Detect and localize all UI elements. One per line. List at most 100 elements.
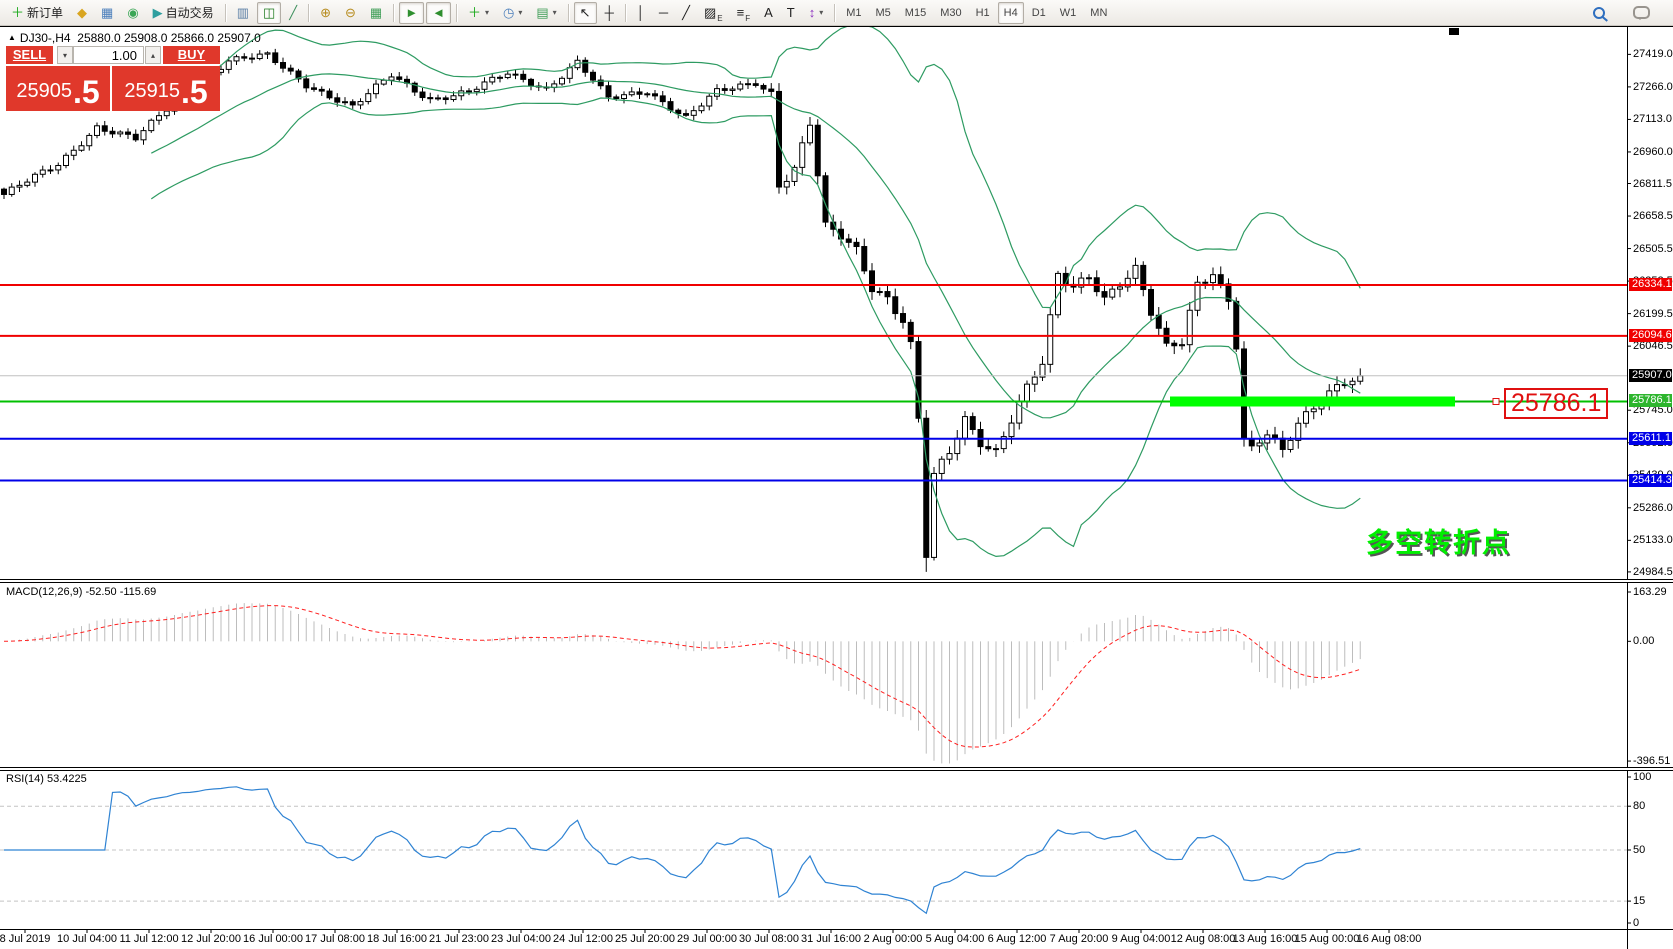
time-tick-label: 15 Aug 00:00: [1294, 933, 1360, 945]
new-chart-button[interactable]: ▦: [95, 2, 119, 24]
macd-tick-label: -396.51: [1633, 755, 1671, 768]
metaeditor-icon: ◆: [77, 5, 88, 20]
cursor-button[interactable]: ↖: [573, 1, 597, 24]
tf-m30-label: M30: [940, 6, 962, 19]
turning-point-annotation[interactable]: 多空转折点: [1366, 528, 1511, 558]
tf-w1-button[interactable]: W1: [1054, 2, 1083, 24]
periods-dropdown-arrow-icon[interactable]: ▾: [518, 8, 523, 17]
time-tick-label: 9 Aug 04:00: [1111, 933, 1171, 945]
chart-ohlc-values: 25880.0 25908.0 25866.0 25907.0: [77, 31, 261, 45]
text-label-button[interactable]: T: [781, 2, 801, 24]
tf-h1-label: H1: [975, 6, 990, 19]
metaeditor-button[interactable]: ◆: [71, 2, 93, 24]
autotrade-icon: ▶: [152, 5, 163, 20]
search-button[interactable]: [1587, 2, 1611, 24]
price-tick-label: 26199.5: [1633, 307, 1673, 320]
tf-mn-label: MN: [1090, 6, 1108, 19]
crosshair-button[interactable]: ┼: [599, 2, 620, 24]
crosshair-icon: ┼: [604, 5, 614, 20]
tile-windows-button[interactable]: ▦: [364, 2, 388, 24]
indicators-dropdown-arrow-icon[interactable]: ▾: [484, 8, 489, 17]
tf-m5-button[interactable]: M5: [870, 2, 897, 24]
price-level-label: 25611.1: [1629, 431, 1672, 445]
chat-button[interactable]: [1627, 2, 1656, 24]
auto-scroll-button[interactable]: ►: [399, 1, 425, 24]
buy-label: BUY: [177, 47, 206, 62]
time-tick-label: 16 Jul 00:00: [243, 933, 303, 945]
ask-price-int: 25915: [124, 80, 180, 102]
price-tick-label: 26046.5: [1633, 340, 1673, 353]
buy-button[interactable]: BUY: [163, 46, 220, 64]
rsi-panel-separator[interactable]: [0, 767, 1673, 771]
tf-d1-button[interactable]: D1: [1026, 2, 1052, 24]
toolbar-separator: [567, 3, 569, 22]
bar-chart-icon: ▥: [236, 5, 249, 20]
bollinger-bands: [150, 24, 1361, 558]
sell-price-block[interactable]: 25905.5: [6, 66, 110, 111]
candlestick-chart-button[interactable]: ◫: [256, 1, 282, 24]
periods-button[interactable]: ◷ ▾: [497, 2, 528, 24]
buy-price-block[interactable]: 25915.5: [112, 66, 220, 111]
toolbar-separator: [624, 3, 626, 22]
fibonacci-button[interactable]: ≡ F: [731, 2, 756, 24]
text-button[interactable]: A: [758, 2, 779, 24]
macd-label: MACD(12,26,9) -52.50 -115.69: [6, 586, 157, 598]
price-tick-label: 26658.5: [1633, 210, 1673, 223]
indicators-button[interactable]: ＋ ▾: [462, 2, 495, 24]
sell-button[interactable]: SELL: [6, 46, 53, 64]
price-level-text-annotation[interactable]: 25786.1: [1504, 388, 1609, 419]
autotrade-button[interactable]: ▶ 自动交易: [147, 2, 220, 24]
signals-button[interactable]: ◉: [121, 2, 144, 24]
volume-increase-button[interactable]: ▴: [145, 46, 161, 64]
toolbar-separator: [393, 3, 395, 22]
price-tick-label: 26505.5: [1633, 242, 1673, 255]
new-order-icon: ＋: [11, 5, 25, 20]
time-tick-label: 23 Jul 04:00: [491, 933, 551, 945]
rsi-tick-label: 50: [1633, 844, 1646, 856]
time-tick-label: 8 Jul 2019: [0, 933, 51, 945]
tf-mn-button[interactable]: MN: [1084, 2, 1113, 24]
bar-chart-button[interactable]: ▥: [231, 2, 255, 24]
highlight-bar: [1170, 396, 1503, 407]
volume-decrease-button[interactable]: ▾: [57, 46, 73, 64]
price-tick-label: 27113.0: [1633, 113, 1672, 126]
macd-panel-separator[interactable]: [0, 579, 1673, 583]
rsi-levels: [0, 805, 1627, 902]
price-level-label: 25414.3: [1629, 473, 1672, 487]
tf-h4-button[interactable]: H4: [997, 1, 1024, 24]
time-tick-label: 11 Jul 12:00: [119, 933, 179, 945]
time-tick-label: 16 Aug 08:00: [1356, 933, 1422, 945]
price-level-label: 26094.6: [1629, 328, 1672, 342]
new-order-button[interactable]: ＋新订单: [5, 2, 69, 24]
tf-m15-button[interactable]: M15: [899, 2, 932, 24]
tf-m30-button[interactable]: M30: [934, 2, 967, 24]
trendline-button[interactable]: ╱: [676, 2, 696, 24]
level-lines: [0, 284, 1627, 482]
text-label-icon: T: [786, 5, 795, 20]
tf-w1-label: W1: [1059, 6, 1077, 19]
price-level-label: 25786.1: [1629, 394, 1672, 408]
horizontal-line-button[interactable]: ─: [653, 2, 674, 24]
new-chart-icon: ▦: [101, 5, 114, 20]
templates-button[interactable]: ▤ ▾: [530, 2, 562, 24]
templates-dropdown-arrow-icon[interactable]: ▾: [552, 8, 557, 17]
tf-h1-button[interactable]: H1: [970, 2, 996, 24]
rsi-tick-label: 100: [1633, 771, 1652, 783]
volume-input[interactable]: [73, 46, 144, 64]
zoom-out-button[interactable]: ⊖: [339, 2, 362, 24]
arrows-button[interactable]: ↕ ▾: [803, 2, 830, 24]
equidistant-channel-button[interactable]: ▨ E: [698, 2, 729, 24]
zoom-in-button[interactable]: ⊕: [314, 2, 337, 24]
cursor-icon: ↖: [579, 5, 591, 20]
tf-h4-label: H4: [1003, 6, 1018, 19]
line-chart-button[interactable]: ╱: [283, 2, 303, 24]
tf-m1-button[interactable]: M1: [840, 2, 867, 24]
periods-icon: ◷: [503, 5, 515, 20]
chart-shift-button[interactable]: ◄: [426, 1, 451, 24]
time-tick-label: 12 Jul 20:00: [181, 933, 241, 945]
arrows-dropdown-arrow-icon[interactable]: ▾: [819, 8, 824, 17]
tf-m1-label: M1: [846, 6, 862, 19]
collapse-arrow-icon[interactable]: ▲: [8, 33, 16, 42]
vertical-line-button[interactable]: │: [631, 2, 651, 24]
